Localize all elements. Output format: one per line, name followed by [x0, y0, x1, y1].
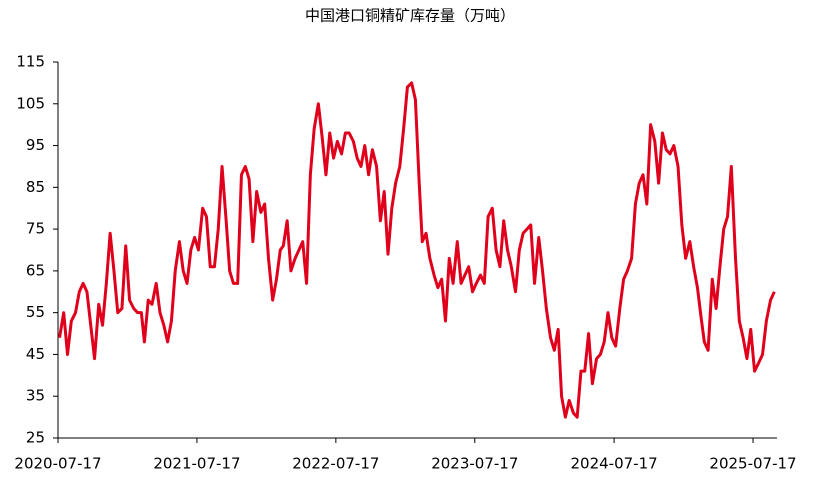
- x-tick-label: 2025-07-17: [709, 455, 796, 473]
- y-tick-label: 85: [26, 178, 45, 196]
- y-tick-label: 75: [26, 220, 45, 238]
- data-line: [58, 81, 776, 419]
- y-tick-label: 115: [16, 53, 45, 71]
- chart-title: 中国港口铜精矿库存量（万吨）: [305, 7, 515, 25]
- y-tick-label: 55: [26, 303, 45, 321]
- x-tick-label: 2020-07-17: [14, 455, 101, 473]
- y-tick-label: 25: [26, 429, 45, 447]
- x-tick-label: 2022-07-17: [292, 455, 379, 473]
- y-tick-label: 95: [26, 136, 45, 154]
- y-tick-label: 105: [16, 94, 45, 112]
- x-tick-label: 2021-07-17: [153, 455, 240, 473]
- y-tick-label: 35: [26, 387, 45, 405]
- y-tick-label: 45: [26, 345, 45, 363]
- x-tick-label: 2024-07-17: [570, 455, 657, 473]
- x-tick-label: 2023-07-17: [431, 455, 518, 473]
- y-tick-label: 65: [26, 261, 45, 279]
